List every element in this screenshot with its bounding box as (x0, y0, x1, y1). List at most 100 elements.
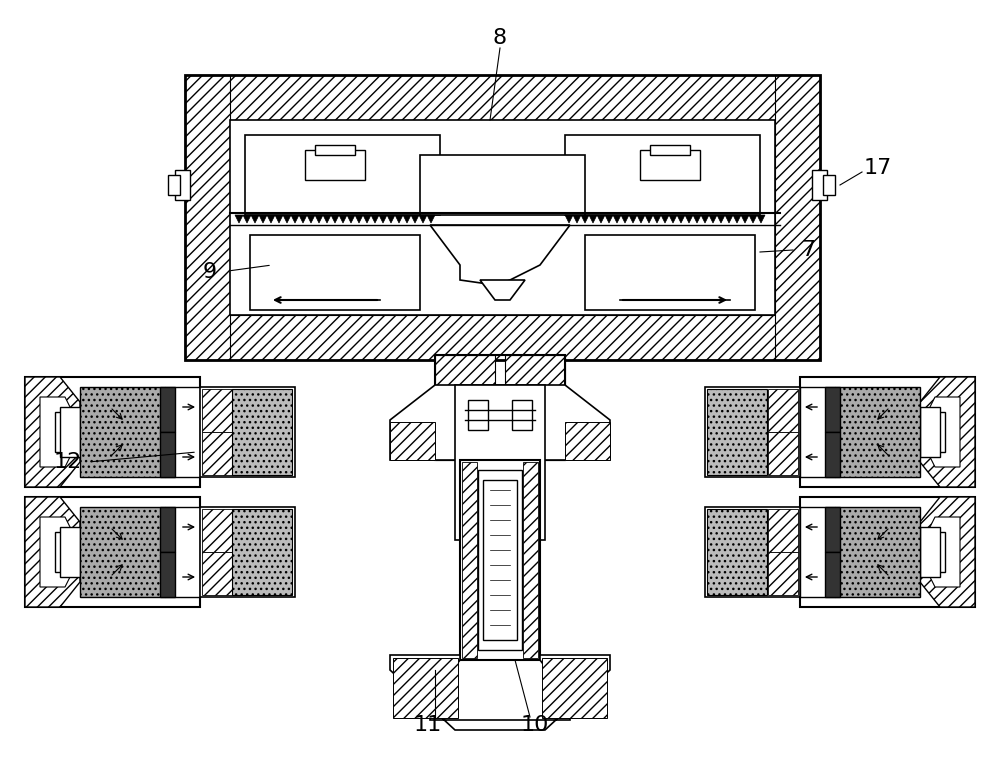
Polygon shape (915, 532, 945, 572)
Polygon shape (160, 507, 175, 552)
Polygon shape (25, 497, 80, 607)
Polygon shape (637, 215, 645, 223)
Polygon shape (232, 509, 292, 595)
Polygon shape (25, 497, 200, 607)
Polygon shape (523, 462, 538, 658)
Polygon shape (251, 215, 259, 223)
Polygon shape (709, 215, 717, 223)
Polygon shape (420, 155, 585, 215)
Polygon shape (629, 215, 637, 223)
Polygon shape (390, 655, 610, 730)
Polygon shape (202, 552, 232, 595)
Polygon shape (250, 235, 420, 310)
Polygon shape (613, 215, 621, 223)
Polygon shape (25, 377, 200, 487)
Polygon shape (393, 658, 458, 718)
Polygon shape (925, 397, 960, 467)
Polygon shape (160, 552, 175, 597)
Polygon shape (40, 517, 75, 587)
Polygon shape (669, 215, 677, 223)
Text: 10: 10 (521, 715, 549, 735)
Polygon shape (741, 215, 749, 223)
Polygon shape (768, 389, 798, 432)
Polygon shape (645, 215, 653, 223)
Polygon shape (200, 507, 295, 597)
Polygon shape (390, 422, 435, 460)
Polygon shape (621, 215, 629, 223)
Text: 9: 9 (203, 262, 217, 282)
Polygon shape (175, 170, 190, 200)
Polygon shape (542, 658, 607, 718)
Polygon shape (275, 215, 283, 223)
Polygon shape (823, 175, 835, 195)
Polygon shape (693, 215, 701, 223)
Polygon shape (331, 215, 339, 223)
Polygon shape (812, 170, 827, 200)
Polygon shape (202, 389, 232, 432)
Polygon shape (650, 145, 690, 155)
Polygon shape (733, 215, 741, 223)
Polygon shape (705, 507, 800, 597)
Polygon shape (315, 215, 323, 223)
Polygon shape (925, 517, 960, 587)
Polygon shape (165, 507, 200, 597)
Polygon shape (800, 387, 835, 477)
Polygon shape (661, 215, 669, 223)
Polygon shape (920, 497, 975, 607)
Polygon shape (243, 215, 251, 223)
Polygon shape (185, 75, 230, 360)
Polygon shape (339, 215, 347, 223)
Polygon shape (355, 215, 363, 223)
Polygon shape (653, 215, 661, 223)
Polygon shape (160, 432, 175, 477)
Polygon shape (160, 387, 175, 432)
Polygon shape (202, 509, 232, 552)
Polygon shape (480, 280, 525, 300)
Polygon shape (390, 385, 610, 460)
Polygon shape (597, 215, 605, 223)
Polygon shape (460, 460, 540, 660)
Polygon shape (347, 215, 355, 223)
Polygon shape (323, 215, 331, 223)
Polygon shape (232, 389, 292, 475)
Polygon shape (589, 215, 597, 223)
Polygon shape (305, 150, 365, 180)
Polygon shape (483, 480, 517, 640)
Polygon shape (25, 377, 80, 487)
Polygon shape (825, 507, 840, 552)
Polygon shape (825, 387, 840, 432)
Polygon shape (455, 385, 545, 540)
Polygon shape (915, 412, 945, 452)
Polygon shape (565, 135, 760, 215)
Polygon shape (55, 412, 85, 452)
Polygon shape (315, 145, 355, 155)
Polygon shape (168, 175, 180, 195)
Polygon shape (427, 215, 435, 223)
Polygon shape (202, 432, 232, 475)
Polygon shape (230, 120, 775, 315)
Polygon shape (920, 377, 975, 487)
Polygon shape (605, 215, 613, 223)
Polygon shape (185, 75, 820, 120)
Polygon shape (565, 215, 573, 223)
Text: 8: 8 (493, 28, 507, 48)
Text: 12: 12 (54, 452, 82, 472)
Polygon shape (757, 215, 765, 223)
Polygon shape (185, 315, 820, 360)
Polygon shape (800, 507, 835, 597)
Polygon shape (800, 497, 975, 607)
Polygon shape (200, 387, 295, 477)
Polygon shape (267, 215, 275, 223)
Text: 17: 17 (864, 158, 892, 178)
Polygon shape (565, 422, 610, 460)
Polygon shape (411, 215, 419, 223)
Polygon shape (775, 75, 820, 360)
Polygon shape (581, 215, 589, 223)
Polygon shape (640, 150, 700, 180)
Polygon shape (920, 527, 940, 577)
Polygon shape (259, 215, 267, 223)
Polygon shape (435, 355, 495, 460)
Polygon shape (677, 215, 685, 223)
Polygon shape (749, 215, 757, 223)
Polygon shape (299, 215, 307, 223)
